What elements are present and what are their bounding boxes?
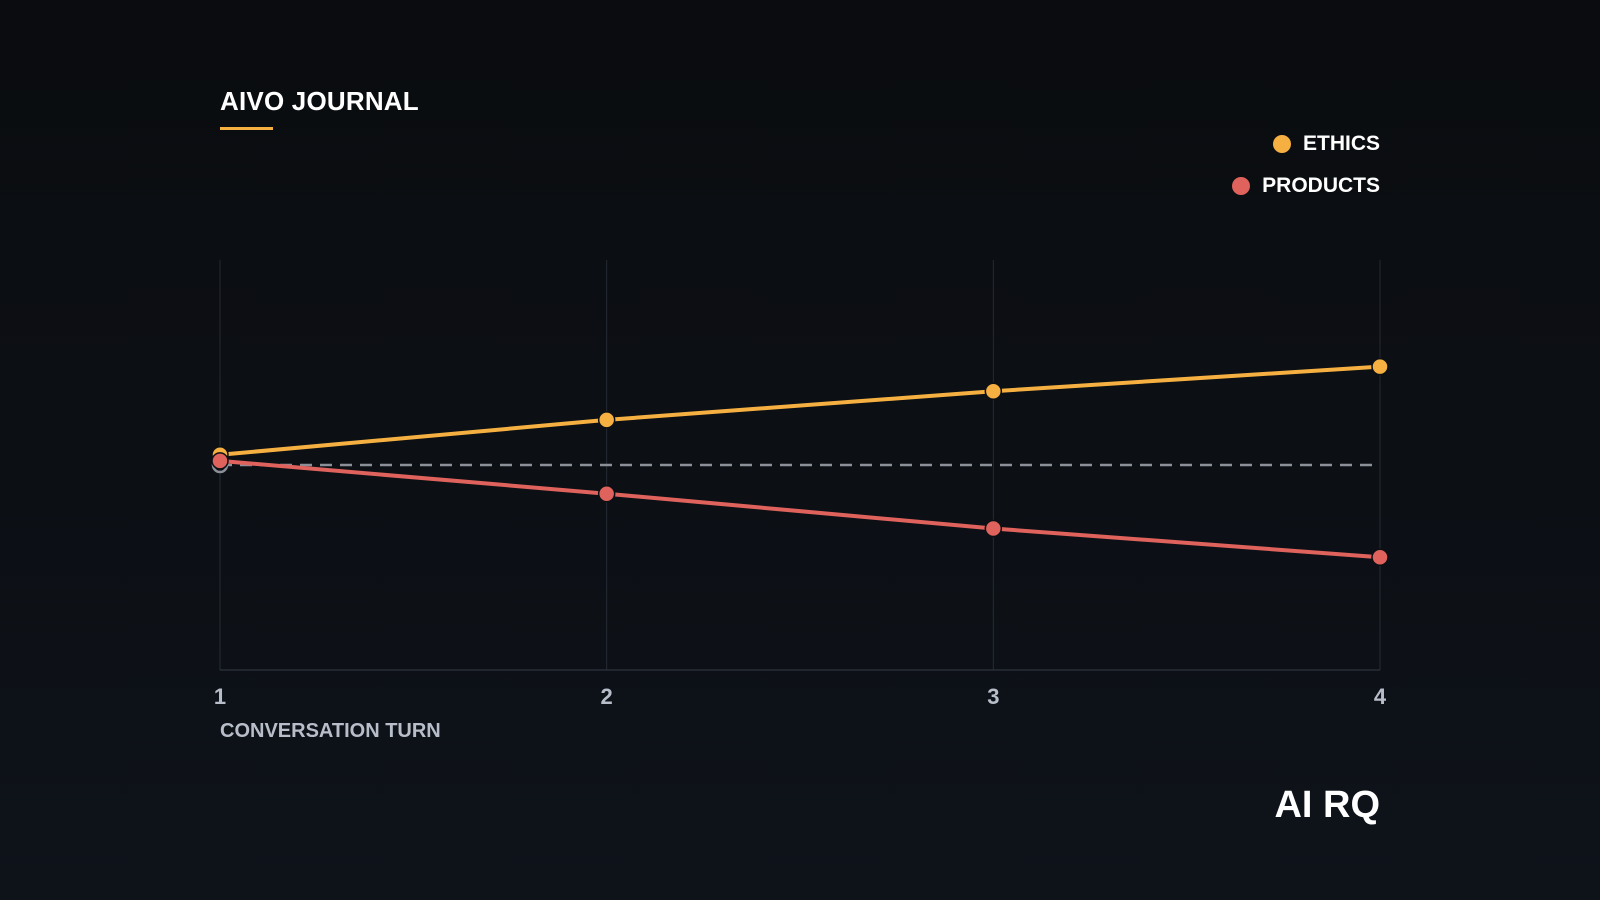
brand-title: AIVO JOURNAL [220,86,419,116]
data-point-ethics-2 [597,411,616,429]
data-point-ethics-4 [1371,357,1389,376]
chart-legend: ETHICS PRODUCTS [1232,132,1380,198]
data-point-products-3 [984,519,1003,538]
series-line-products [218,458,1382,560]
legend-swatch-products [1232,177,1251,195]
legend-item-products: PRODUCTS [1232,174,1380,198]
watermark-text: AI RQ [1274,784,1380,826]
legend-swatch-ethics [1272,135,1291,153]
data-point-products-2 [597,484,616,503]
data-point-ethics-3 [984,382,1003,400]
legend-item-ethics: ETHICS [1272,132,1380,156]
data-point-products-1 [211,452,229,470]
x-tick-label-1: 1 [214,684,226,709]
x-axis-label: CONVERSATION TURN [220,720,441,742]
x-tick-label-3: 3 [987,684,999,709]
legend-label-products: PRODUCTS [1262,174,1380,197]
data-point-products-4 [1371,548,1389,566]
x-tick-label-4: 4 [1374,684,1387,709]
series-line-ethics [218,364,1382,457]
legend-label-ethics: ETHICS [1302,132,1380,155]
brand-underline [220,127,273,130]
x-tick-label-2: 2 [601,684,613,709]
